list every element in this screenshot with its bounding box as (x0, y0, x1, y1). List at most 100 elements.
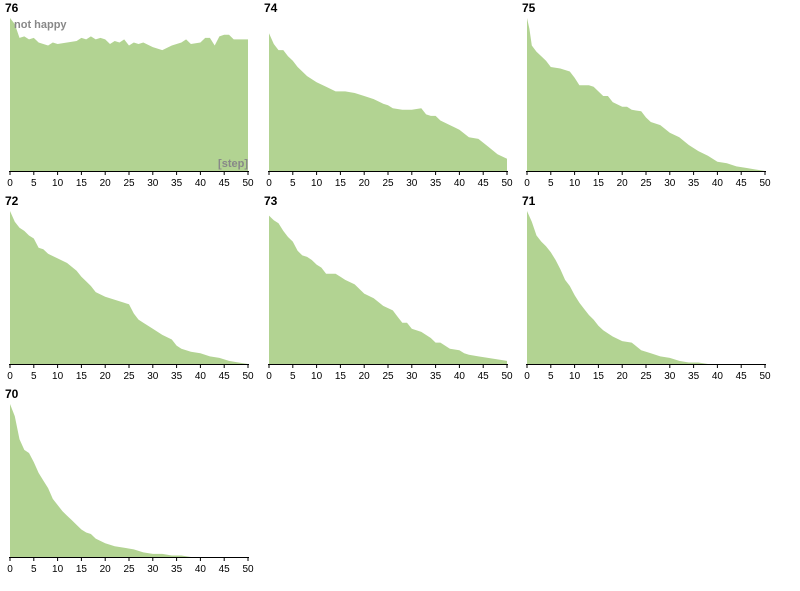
x-tick-label: 10 (311, 371, 323, 382)
x-tick-label: 20 (100, 178, 112, 189)
x-tick-label: 10 (311, 178, 323, 189)
x-axis-label: [step] (218, 158, 248, 170)
x-tick-label: 15 (76, 178, 88, 189)
x-tick-label: 15 (335, 371, 347, 382)
x-tick-label: 25 (640, 178, 652, 189)
x-tick-label: 5 (31, 564, 37, 575)
x-tick-label: 25 (640, 371, 652, 382)
panel-75: 75 0 5 10 15 20 25 30 35 40 45 50 (522, 1, 771, 189)
x-tick-label: 0 (7, 371, 13, 382)
area-series (269, 33, 507, 171)
x-tick-label: 5 (31, 178, 37, 189)
panel-70: 70 0 5 10 15 20 25 30 35 40 45 50 (5, 387, 254, 575)
panel-title: 71 (522, 194, 536, 208)
x-tick-label: 35 (171, 564, 183, 575)
panel-76: 76 0 5 10 15 20 25 30 35 40 45 50 not happy [step] (5, 1, 254, 189)
x-tick-label: 30 (147, 564, 159, 575)
x-tick-label: 5 (290, 178, 296, 189)
x-tick-label: 50 (242, 564, 254, 575)
x-tick-label: 25 (123, 178, 135, 189)
x-tick-label: 30 (147, 371, 159, 382)
panel-title: 75 (522, 1, 536, 15)
area-series (10, 404, 248, 557)
x-tick-label: 45 (736, 178, 748, 189)
x-tick-label: 20 (359, 178, 371, 189)
x-tick-label: 15 (593, 371, 605, 382)
y-axis-label: not happy (14, 19, 67, 31)
x-tick-label: 45 (478, 178, 490, 189)
panel-title: 70 (5, 387, 19, 401)
x-tick-label: 30 (406, 178, 418, 189)
x-tick-label: 20 (100, 371, 112, 382)
x-tick-label: 40 (712, 178, 724, 189)
x-tick-label: 15 (335, 178, 347, 189)
panel-title: 72 (5, 194, 19, 208)
x-tick-label: 30 (406, 371, 418, 382)
x-tick-label: 50 (759, 371, 771, 382)
x-tick-label: 10 (52, 371, 64, 382)
x-tick-label: 30 (147, 178, 159, 189)
x-tick-label: 0 (524, 178, 530, 189)
x-tick-label: 40 (195, 564, 207, 575)
area-series (269, 215, 507, 364)
panel-73: 73 0 5 10 15 20 25 30 35 40 45 50 (264, 194, 513, 382)
x-tick-label: 35 (171, 371, 183, 382)
x-tick-label: 15 (76, 371, 88, 382)
x-tick-label: 5 (290, 371, 296, 382)
x-tick-label: 25 (382, 371, 394, 382)
x-tick-label: 10 (569, 371, 581, 382)
area-series (527, 211, 765, 364)
x-tick-label: 20 (100, 564, 112, 575)
x-tick-label: 30 (664, 178, 676, 189)
x-tick-label: 50 (501, 371, 513, 382)
panel-74: 74 0 5 10 15 20 25 30 35 40 45 50 (264, 1, 513, 189)
x-tick-label: 15 (593, 178, 605, 189)
x-tick-label: 50 (242, 371, 254, 382)
x-tick-label: 35 (171, 178, 183, 189)
x-tick-label: 30 (664, 371, 676, 382)
panel-title: 73 (264, 194, 278, 208)
x-tick-label: 0 (266, 371, 272, 382)
x-tick-label: 45 (219, 371, 231, 382)
x-tick-label: 25 (123, 371, 135, 382)
x-tick-label: 35 (430, 371, 442, 382)
x-tick-label: 20 (617, 371, 629, 382)
area-series (10, 18, 248, 171)
x-tick-label: 10 (569, 178, 581, 189)
x-tick-label: 10 (52, 564, 64, 575)
x-tick-label: 40 (454, 178, 466, 189)
x-tick-label: 35 (688, 371, 700, 382)
x-tick-label: 45 (219, 564, 231, 575)
x-tick-label: 40 (195, 178, 207, 189)
x-tick-label: 25 (382, 178, 394, 189)
x-tick-label: 50 (759, 178, 771, 189)
area-series (10, 211, 248, 364)
x-tick-label: 0 (524, 371, 530, 382)
x-tick-label: 0 (266, 178, 272, 189)
x-tick-label: 35 (430, 178, 442, 189)
x-tick-label: 15 (76, 564, 88, 575)
x-tick-label: 50 (242, 178, 254, 189)
x-tick-label: 45 (478, 371, 490, 382)
x-tick-label: 0 (7, 564, 13, 575)
x-tick-label: 50 (501, 178, 513, 189)
x-tick-label: 45 (219, 178, 231, 189)
x-tick-label: 20 (617, 178, 629, 189)
x-tick-label: 40 (454, 371, 466, 382)
x-tick-label: 45 (736, 371, 748, 382)
area-series (527, 18, 765, 171)
x-tick-label: 40 (195, 371, 207, 382)
x-tick-label: 25 (123, 564, 135, 575)
x-tick-label: 5 (31, 371, 37, 382)
panel-71: 71 0 5 10 15 20 25 30 35 40 45 50 (522, 194, 771, 382)
panel-title: 74 (264, 1, 278, 15)
x-tick-label: 5 (548, 371, 554, 382)
x-tick-label: 35 (688, 178, 700, 189)
x-tick-label: 5 (548, 178, 554, 189)
x-tick-label: 0 (7, 178, 13, 189)
x-tick-label: 10 (52, 178, 64, 189)
x-tick-label: 20 (359, 371, 371, 382)
panel-title: 76 (5, 1, 19, 15)
panel-72: 72 0 5 10 15 20 25 30 35 40 45 50 (5, 194, 254, 382)
